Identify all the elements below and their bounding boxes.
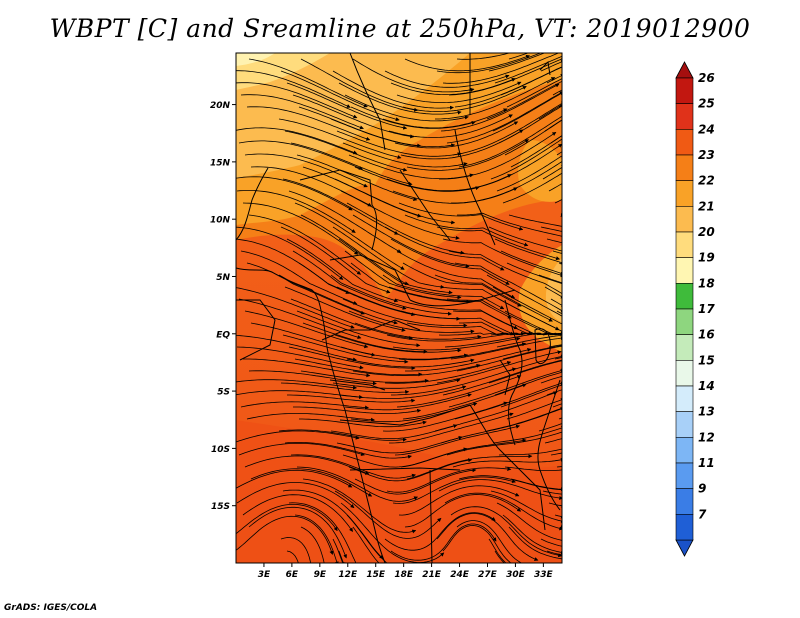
lat-label: 15S <box>211 502 230 512</box>
colorbar-bin <box>675 514 694 541</box>
colorbar-bin <box>675 308 694 335</box>
wbpt-shading <box>236 53 562 563</box>
colorbar-bin <box>675 283 694 310</box>
colorbar-label: 15 <box>698 353 715 367</box>
lon-label: 30E <box>506 570 526 580</box>
colorbar-label: 21 <box>698 199 715 213</box>
lon-label: 3E <box>258 570 271 580</box>
colorbar-bin <box>675 231 694 258</box>
colorbar-bin <box>675 462 694 489</box>
colorbar-label: 9 <box>698 482 706 496</box>
map-title: WBPT [C] and Sreamline at 250hPa, VT: 20… <box>49 14 751 43</box>
colorbar-bin <box>675 437 694 464</box>
lat-label: 15N <box>210 158 231 168</box>
colorbar-bin <box>675 103 694 130</box>
colorbar-bin <box>675 206 694 233</box>
lat-label: EQ <box>216 330 230 340</box>
map-frame <box>235 52 563 564</box>
colorbar-bin <box>675 488 694 515</box>
latitude-axis: 20N 15N 10N 5N EQ 5S 10S 15S <box>210 101 236 512</box>
lat-label: 10N <box>210 216 231 226</box>
colorbar-label: 24 <box>698 122 715 136</box>
colorbar-label: 14 <box>698 379 715 393</box>
colorbar-bin <box>675 154 694 181</box>
lon-label: 18E <box>394 570 414 580</box>
lat-label: 10S <box>211 445 230 455</box>
colorbar-label: 16 <box>698 328 715 342</box>
colorbar-label: 17 <box>698 302 715 316</box>
colorbar-bin <box>675 385 694 412</box>
colorbar-bin <box>675 129 694 156</box>
colorbar-bin <box>675 411 694 438</box>
colorbar-bin <box>675 257 694 284</box>
lon-label: 6E <box>286 570 299 580</box>
colorbar-label: 12 <box>698 430 715 444</box>
colorbar-label: 11 <box>698 456 715 470</box>
colorbar-label: 25 <box>698 97 715 111</box>
colorbar-label: 7 <box>698 507 707 521</box>
colorbar-label: 20 <box>698 225 715 239</box>
colorbar-label: 23 <box>698 148 715 162</box>
lon-label: 21E <box>422 570 442 580</box>
colorbar-bin <box>675 77 694 104</box>
colorbar-bin <box>675 180 694 207</box>
colorbar-label: 19 <box>698 251 715 265</box>
lon-label: 33E <box>534 570 554 580</box>
longitude-axis: 3E 6E 9E 12E 15E 18E 21E 24E 27E 30E 33E <box>258 563 554 580</box>
footer-credit: GrADS: IGES/COLA <box>4 603 98 613</box>
colorbar-label: 18 <box>698 276 715 290</box>
colorbar-label: 13 <box>698 405 715 419</box>
lon-label: 9E <box>314 570 327 580</box>
streamlines <box>236 53 562 563</box>
colorbar: 26 25 24 23 22 21 20 19 18 17 16 15 14 13 12 11 9 7 <box>675 61 715 557</box>
lat-label: 20N <box>210 101 231 111</box>
colorbar-bin <box>675 360 694 387</box>
lon-label: 24E <box>450 570 470 580</box>
lon-label: 27E <box>478 570 498 580</box>
lat-label: 5S <box>217 388 230 398</box>
colorbar-label: 26 <box>698 71 715 85</box>
lon-label: 12E <box>338 570 358 580</box>
lat-label: 5N <box>216 273 230 283</box>
coastline-borders <box>236 53 561 563</box>
colorbar-bin <box>675 334 694 361</box>
colorbar-label: 22 <box>698 174 715 188</box>
lon-label: 15E <box>366 570 386 580</box>
